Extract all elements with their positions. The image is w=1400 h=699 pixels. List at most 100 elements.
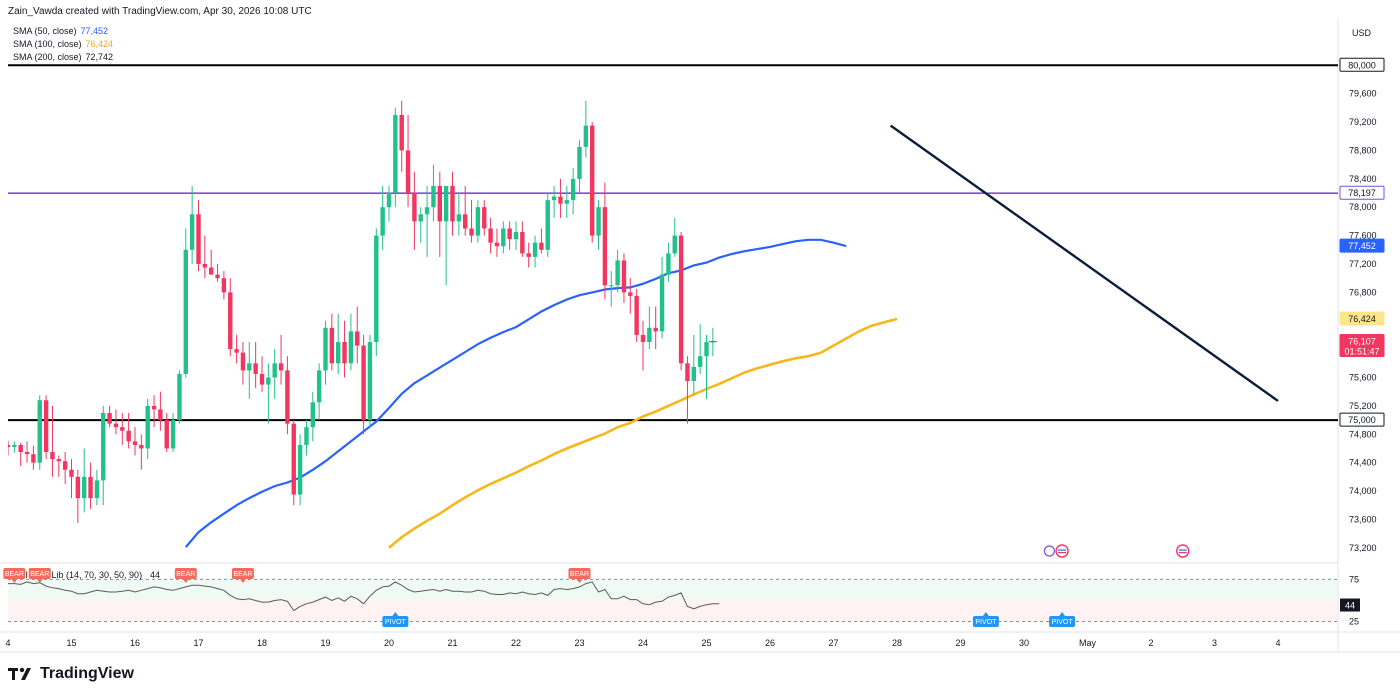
candle-body[interactable] — [348, 331, 354, 364]
candle-body[interactable] — [120, 427, 125, 431]
descending-trendline[interactable] — [889, 124, 1279, 402]
candle-body[interactable] — [412, 193, 417, 222]
candle-body[interactable] — [666, 253, 671, 275]
candle-body[interactable] — [329, 327, 335, 364]
candle-body[interactable] — [266, 377, 271, 385]
candle-body[interactable] — [62, 461, 68, 470]
legend-sma200[interactable]: SMA (200, close) 72,742 — [13, 51, 113, 64]
bear-marker[interactable] — [28, 568, 51, 579]
candle-body[interactable] — [196, 214, 201, 264]
candle-body[interactable] — [291, 423, 296, 495]
candle-body[interactable] — [323, 327, 328, 371]
candle-body[interactable] — [107, 412, 112, 424]
candle-body[interactable] — [640, 334, 646, 343]
candle-body[interactable] — [469, 228, 474, 236]
candle-body[interactable] — [170, 420, 176, 449]
candle-body[interactable] — [628, 292, 633, 296]
candle-body[interactable] — [590, 125, 595, 236]
candle-body[interactable] — [634, 295, 639, 335]
candle-body[interactable] — [132, 441, 138, 445]
candle-body[interactable] — [113, 423, 119, 428]
candle-body[interactable] — [151, 405, 157, 410]
candle-body[interactable] — [577, 146, 582, 179]
candle-body[interactable] — [316, 370, 322, 403]
pivot-marker[interactable] — [972, 616, 999, 627]
candle-body[interactable] — [272, 363, 277, 378]
candle-body[interactable] — [539, 242, 544, 250]
candle-body[interactable] — [621, 260, 627, 293]
event-indicator-icon[interactable] — [1043, 545, 1056, 557]
candle-body[interactable] — [609, 285, 614, 287]
candle-body[interactable] — [501, 228, 506, 247]
candle-body[interactable] — [88, 476, 93, 499]
candle-body[interactable] — [37, 400, 42, 463]
candle-body[interactable] — [570, 178, 576, 201]
candle-body[interactable] — [399, 114, 404, 151]
sma100-line[interactable] — [388, 317, 898, 549]
economic-event-icon[interactable] — [1176, 544, 1190, 558]
candle-body[interactable] — [228, 292, 233, 350]
candle-body[interactable] — [183, 249, 188, 374]
candle-body[interactable] — [285, 370, 290, 424]
candle-body[interactable] — [488, 228, 493, 243]
candle-body[interactable] — [69, 469, 74, 477]
candle-body[interactable] — [126, 430, 131, 442]
candle-body[interactable] — [94, 480, 100, 499]
candle-body[interactable] — [56, 459, 61, 462]
candle-body[interactable] — [437, 185, 442, 222]
candle-body[interactable] — [513, 232, 519, 240]
candle-body[interactable] — [297, 444, 303, 495]
candle-body[interactable] — [361, 345, 366, 421]
candle-body[interactable] — [374, 235, 379, 343]
candle-body[interactable] — [202, 263, 208, 268]
candle-body[interactable] — [551, 196, 557, 201]
candle-body[interactable] — [583, 125, 589, 147]
rsi-line[interactable] — [8, 581, 720, 612]
candle-body[interactable] — [221, 278, 227, 293]
economic-event-icon[interactable] — [1055, 544, 1069, 558]
candle-body[interactable] — [355, 331, 360, 346]
candle-body[interactable] — [367, 342, 373, 421]
candle-body[interactable] — [691, 366, 696, 382]
candle-body[interactable] — [704, 342, 709, 357]
candle-body[interactable] — [304, 427, 309, 445]
candle-body[interactable] — [463, 214, 468, 229]
candle-body[interactable] — [24, 452, 30, 455]
candle-body[interactable] — [475, 207, 481, 236]
candle-body[interactable] — [177, 373, 182, 421]
candle-body[interactable] — [685, 363, 690, 382]
candle-body[interactable] — [697, 356, 703, 367]
candle-body[interactable] — [6, 444, 11, 448]
candle-body[interactable] — [209, 267, 214, 275]
bear-marker[interactable] — [174, 568, 197, 579]
candle-body[interactable] — [431, 185, 436, 208]
candle-body[interactable] — [101, 412, 106, 481]
candle-body[interactable] — [18, 444, 23, 453]
candle-body[interactable] — [672, 235, 677, 254]
candle-body[interactable] — [659, 274, 665, 332]
candle-body[interactable] — [558, 196, 563, 204]
bear-marker[interactable] — [568, 568, 591, 579]
candle-body[interactable] — [526, 253, 531, 257]
candle-body[interactable] — [158, 409, 163, 421]
candle-body[interactable] — [456, 214, 462, 222]
candle-body[interactable] — [342, 342, 347, 364]
candle-body[interactable] — [336, 342, 341, 364]
candle-body[interactable] — [240, 352, 246, 371]
candle-body[interactable] — [215, 274, 220, 279]
candle-body[interactable] — [532, 242, 538, 257]
candle-body[interactable] — [393, 114, 398, 194]
bear-marker[interactable] — [231, 568, 254, 579]
candle-body[interactable] — [75, 476, 81, 499]
candle-body[interactable] — [50, 452, 55, 460]
candle-body[interactable] — [380, 207, 385, 236]
candle-body[interactable] — [259, 373, 265, 385]
sma50-line[interactable] — [184, 238, 847, 548]
candle-body[interactable] — [164, 420, 169, 449]
candle-body[interactable] — [145, 405, 150, 449]
candle-body[interactable] — [234, 349, 239, 353]
candle-body[interactable] — [564, 200, 569, 204]
candle-body[interactable] — [43, 400, 49, 453]
candle-body[interactable] — [678, 235, 684, 364]
